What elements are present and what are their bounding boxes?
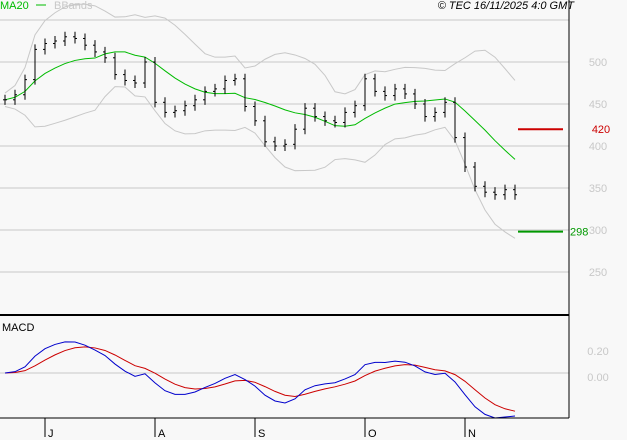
legend-bbands: BBands bbox=[54, 0, 93, 12]
month-label: N bbox=[468, 428, 476, 440]
ma20-line bbox=[4, 51, 516, 160]
price-tick: 350 bbox=[589, 183, 607, 195]
price-tick: 450 bbox=[589, 99, 607, 111]
price-level-label: 298 bbox=[570, 227, 588, 239]
month-label: J bbox=[48, 428, 54, 440]
price-tick: 400 bbox=[589, 141, 607, 153]
price-tick: 300 bbox=[589, 225, 607, 237]
price-tick: 250 bbox=[589, 267, 607, 279]
copyright: © TEC 16/11/2025 4:0 GMT bbox=[438, 0, 576, 12]
price-levels: 420 298 bbox=[518, 124, 610, 239]
bollinger-bands bbox=[4, 3, 516, 239]
macd-line bbox=[4, 341, 516, 419]
macd-signal-line bbox=[4, 346, 516, 412]
price-bars bbox=[3, 31, 517, 200]
macd-tick: 0.00 bbox=[587, 372, 608, 384]
price-tick: 500 bbox=[589, 57, 607, 69]
macd-tick: 0.20 bbox=[587, 346, 608, 358]
bband-upper bbox=[4, 3, 516, 95]
legend-ma20: MA20 bbox=[0, 0, 29, 12]
macd-panel bbox=[0, 341, 569, 419]
price-grid bbox=[0, 19, 569, 273]
month-label: S bbox=[258, 428, 265, 440]
axis-ticks: 250 300 350 400 450 500 0.20 0.00 J A S O N bbox=[44, 57, 609, 440]
month-label: A bbox=[158, 428, 166, 440]
month-label: O bbox=[368, 428, 377, 440]
macd-title: MACD bbox=[2, 322, 34, 334]
bband-lower bbox=[4, 86, 516, 239]
price-level-label: 420 bbox=[592, 124, 610, 136]
ma20-line bbox=[4, 51, 516, 160]
